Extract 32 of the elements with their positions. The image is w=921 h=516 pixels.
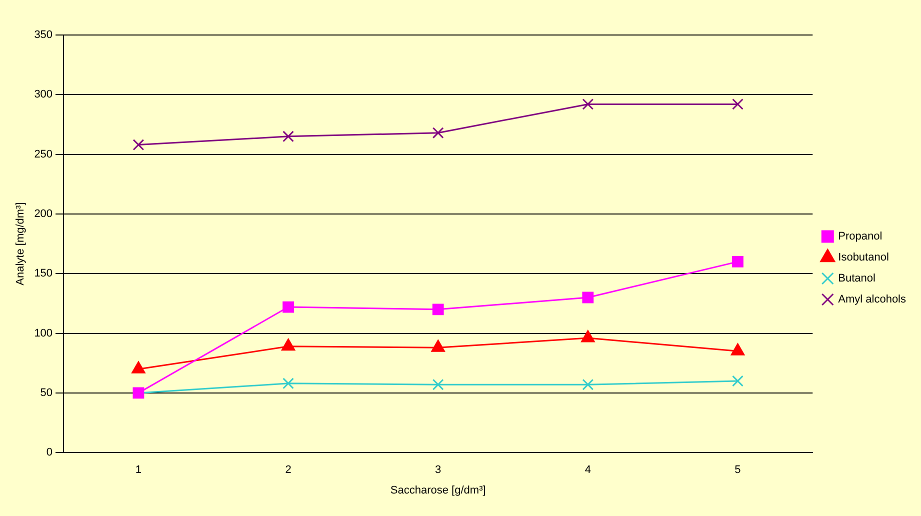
y-tick-label: 250 <box>34 148 53 160</box>
point <box>732 375 744 387</box>
legend-label: Isobutanol <box>838 252 889 264</box>
legend-label: Amyl alcohols <box>838 294 906 306</box>
x-tick-label: 5 <box>734 464 741 476</box>
y-tick-label: 150 <box>34 268 53 280</box>
point <box>582 292 594 304</box>
y-tick-label: 100 <box>34 327 53 340</box>
x-tick-label: 4 <box>584 464 591 476</box>
y-tick-label: 300 <box>34 88 53 101</box>
point <box>432 127 444 139</box>
point <box>582 378 594 390</box>
point <box>732 256 744 268</box>
y-tick-label: 50 <box>40 386 53 399</box>
x-axis-title: Saccharose [g/dm³] <box>390 484 486 496</box>
point <box>132 139 144 150</box>
point <box>282 301 294 313</box>
y-tick-label: 0 <box>46 446 53 459</box>
y-tick-label: 350 <box>34 29 53 42</box>
legend-label: Propanol <box>838 230 882 243</box>
x-tick-label: 3 <box>435 464 442 476</box>
legend-label: Butanol <box>838 272 876 285</box>
point <box>282 378 294 390</box>
point <box>432 378 444 390</box>
y-axis-title: Analyte [mg/dm³] <box>14 202 27 286</box>
x-tick-label: 1 <box>135 464 142 476</box>
x-tick-label: 2 <box>285 464 292 476</box>
point <box>732 98 744 110</box>
point <box>432 304 444 316</box>
y-tick-label: 200 <box>34 208 53 220</box>
point <box>582 98 594 110</box>
point <box>282 130 294 142</box>
